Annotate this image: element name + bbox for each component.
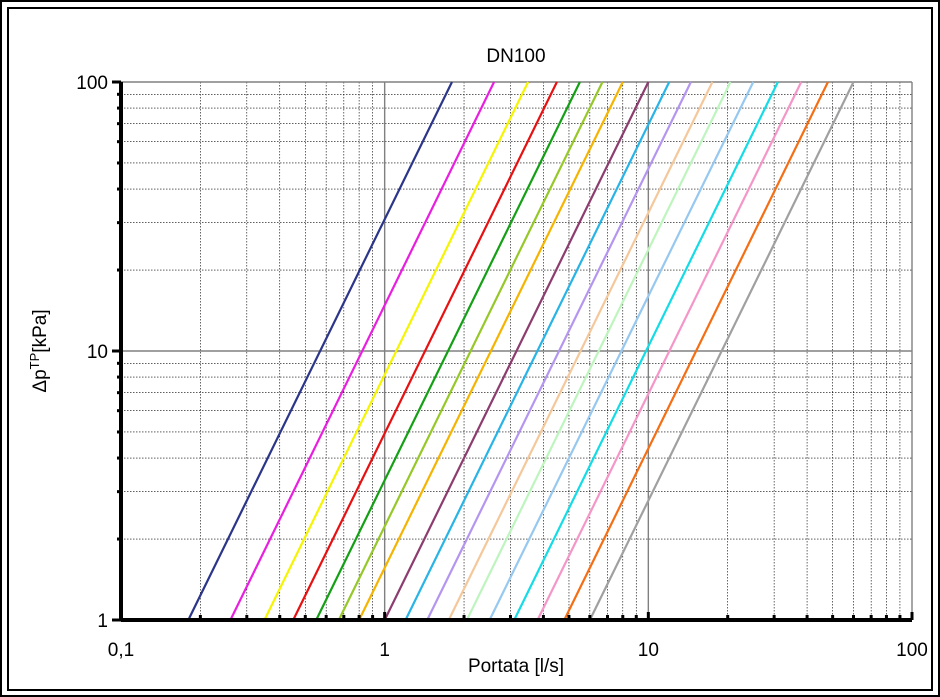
series-lines xyxy=(187,81,855,621)
series-line-1 xyxy=(187,81,453,621)
x-tick-label: 10 xyxy=(638,640,659,661)
series-line-17 xyxy=(588,81,855,621)
series-line-4 xyxy=(292,81,558,621)
x-tick-label: 0,1 xyxy=(108,640,134,661)
chart-area-frame xyxy=(7,7,933,691)
y-axis-label: ΔpTP[kPa] xyxy=(27,309,52,392)
series-line-14 xyxy=(513,81,779,621)
y-axis-label-unit: [kPa] xyxy=(30,309,51,352)
chart-title: DN100 xyxy=(486,46,545,67)
series-line-2 xyxy=(229,81,496,621)
y-tick-label: 1 xyxy=(97,611,108,632)
series-line-7 xyxy=(358,81,624,621)
series-line-13 xyxy=(488,81,755,621)
series-line-3 xyxy=(263,81,530,621)
series-line-9 xyxy=(404,81,671,621)
x-tick-label: 1 xyxy=(379,640,390,661)
y-tick-label: 10 xyxy=(87,342,108,363)
axes xyxy=(112,80,914,622)
series-line-12 xyxy=(465,81,732,621)
x-axis-label: Portata [l/s] xyxy=(468,656,564,677)
y-axis-label-superscript: TP xyxy=(27,353,42,370)
series-line-10 xyxy=(426,81,692,621)
series-line-11 xyxy=(447,81,714,621)
y-axis-label-base: Δp xyxy=(30,369,51,392)
series-line-8 xyxy=(383,81,650,621)
x-tick-label: 100 xyxy=(896,640,928,661)
series-line-16 xyxy=(563,81,829,621)
series-line-5 xyxy=(315,81,581,621)
y-tick-label: 100 xyxy=(76,73,108,94)
series-line-6 xyxy=(337,81,604,621)
series-line-15 xyxy=(536,81,803,621)
